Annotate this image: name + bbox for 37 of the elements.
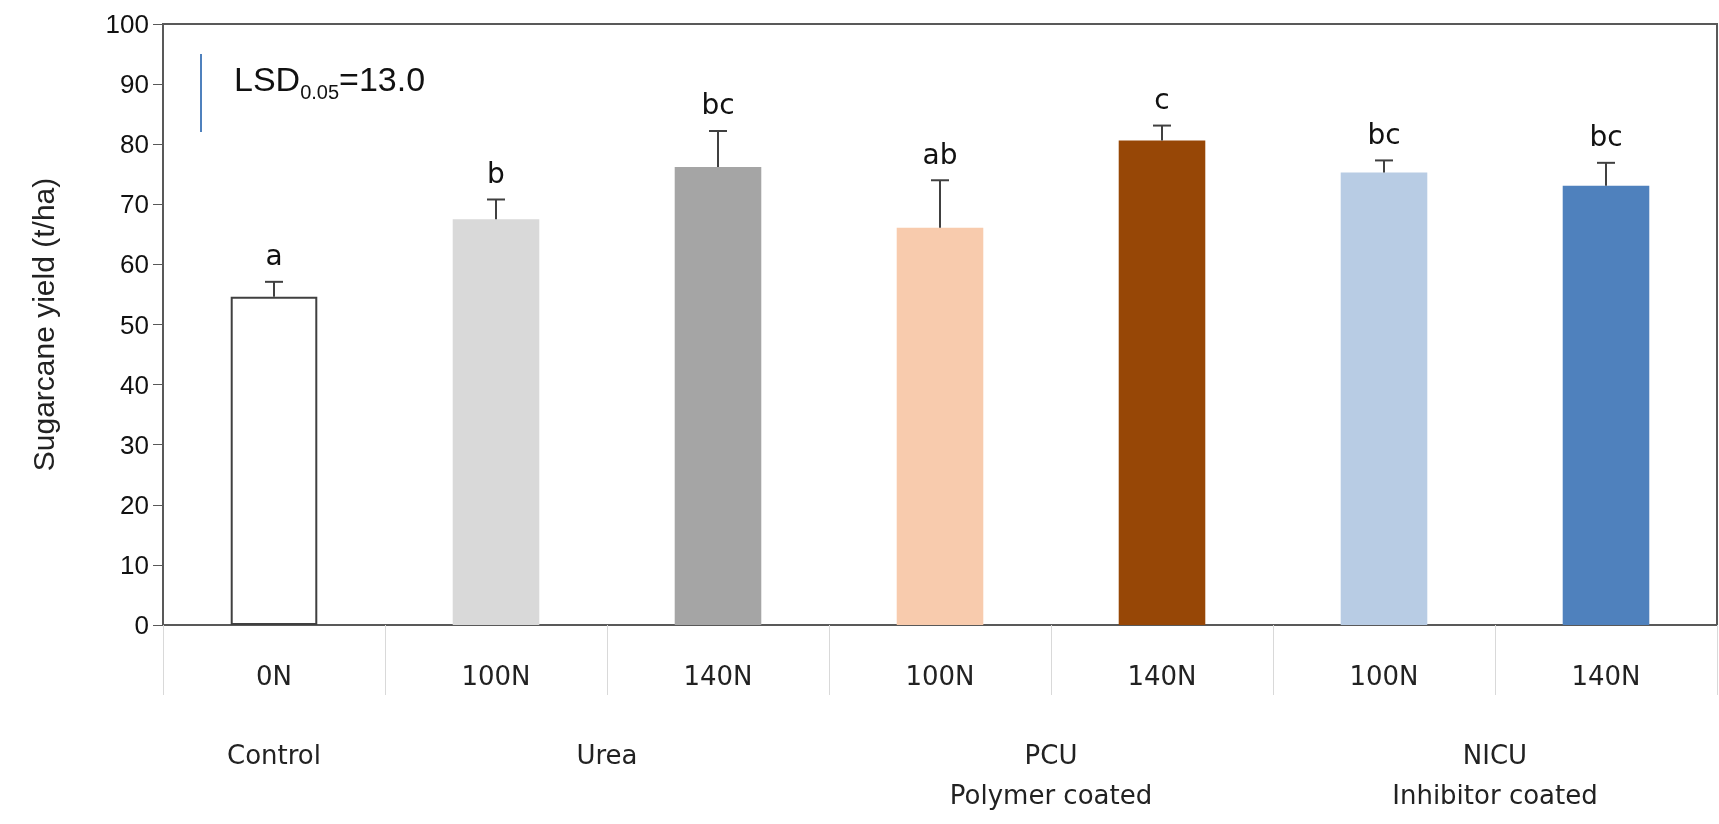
bar <box>452 219 540 625</box>
data-label: bc <box>701 88 735 122</box>
y-tick-label: 40 <box>120 369 149 400</box>
bar <box>1340 172 1428 625</box>
y-tick-label: 100 <box>105 9 149 39</box>
y-tick-label: 90 <box>120 69 149 100</box>
x-tick-label: 100N <box>461 661 531 691</box>
y-tick-label: 0 <box>134 610 149 640</box>
y-tick-label: 50 <box>120 309 149 340</box>
y-tick-label: 60 <box>120 249 149 280</box>
data-label: a <box>265 239 283 273</box>
bar <box>896 227 984 625</box>
y-axis-title: Sugarcane yield (t/ha) <box>26 177 60 472</box>
text: Control <box>226 739 322 772</box>
y-tick-label: 20 <box>120 489 149 520</box>
y-tick-label: 70 <box>120 189 149 220</box>
bar <box>674 167 762 625</box>
y-tick-label: 30 <box>120 429 149 460</box>
x-tick-label: 0N <box>256 661 292 691</box>
data-label: c <box>1154 83 1170 117</box>
data-label: b <box>487 156 505 190</box>
bar <box>1118 140 1206 625</box>
data-label: bc <box>1367 117 1401 151</box>
x-tick-label: 140N <box>1127 661 1197 691</box>
y-tick-label: 80 <box>120 129 149 160</box>
text: PCU Polymer coated <box>948 739 1154 812</box>
bar <box>1562 185 1650 625</box>
y-tick-label: 10 <box>120 549 149 580</box>
x-tick-label: 100N <box>1349 661 1419 691</box>
annotation: LSD$_{0.05}$=13.0 <box>234 60 426 104</box>
text: Urea <box>575 739 639 772</box>
x-tick-label: 140N <box>1571 661 1641 691</box>
x-tick-label: 100N <box>905 661 975 691</box>
text: NICU Inhibitor coated <box>1391 739 1599 812</box>
data-label: bc <box>1589 120 1623 154</box>
x-tick-label: 140N <box>683 661 753 691</box>
data-label: ab <box>922 137 958 171</box>
